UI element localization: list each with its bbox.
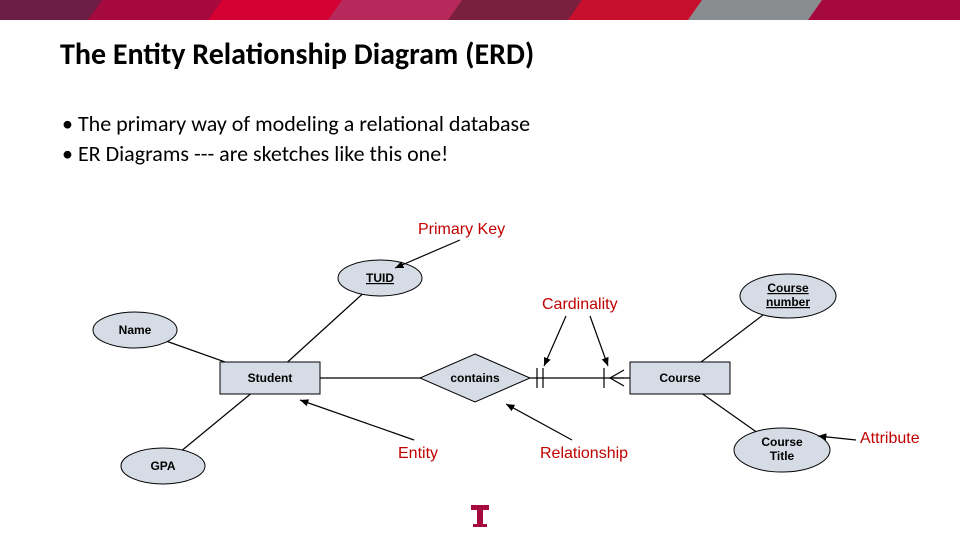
svg-text:Course: Course — [659, 371, 701, 385]
erd-diagram: TUIDNameGPACoursenumberCourseTitle Stude… — [0, 0, 960, 540]
svg-text:number: number — [766, 295, 810, 309]
svg-text:Course: Course — [767, 281, 809, 295]
svg-text:GPA: GPA — [150, 459, 175, 473]
annotation-arrow — [395, 240, 460, 268]
svg-text:TUID: TUID — [366, 271, 394, 285]
svg-text:Course: Course — [761, 435, 803, 449]
annotation-arrow — [300, 400, 414, 440]
svg-text:Student: Student — [248, 371, 293, 385]
svg-text:contains: contains — [450, 371, 500, 385]
annotation-arrow — [590, 316, 608, 366]
annotation-arrow — [544, 316, 566, 366]
annotation-arrow — [506, 404, 572, 440]
temple-logo-icon — [471, 505, 489, 527]
svg-text:Title: Title — [770, 449, 795, 463]
svg-text:Name: Name — [119, 323, 152, 337]
